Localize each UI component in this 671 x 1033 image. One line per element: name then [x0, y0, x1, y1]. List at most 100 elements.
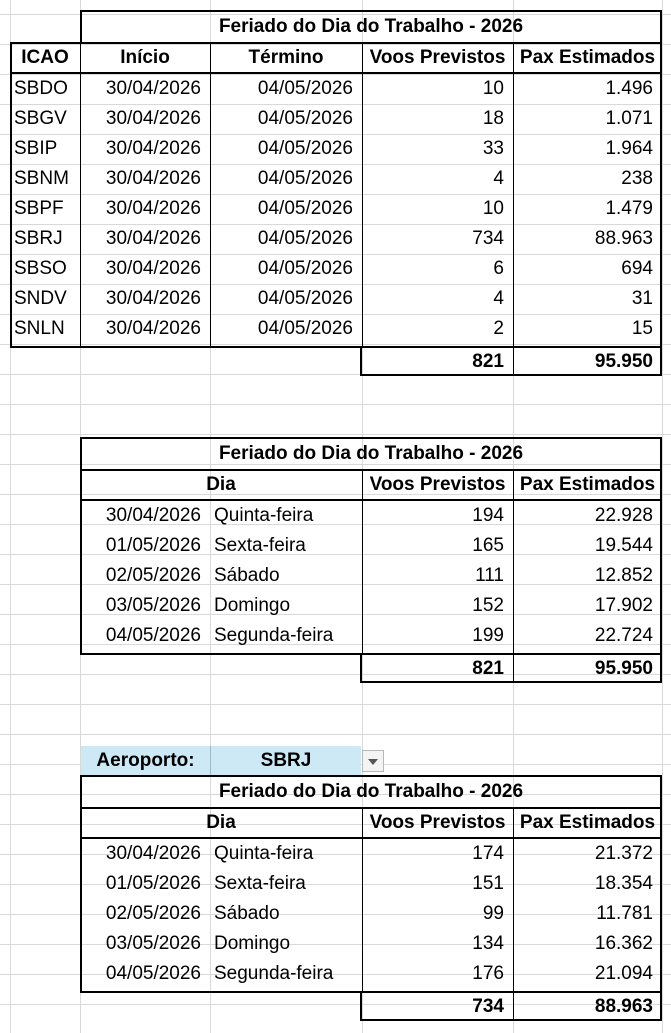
- cell-voos[interactable]: 10: [482, 78, 504, 99]
- cell-icao[interactable]: SNDV: [14, 288, 67, 309]
- cell-inicio[interactable]: 30/04/2026: [105, 228, 201, 249]
- cell-weekday[interactable]: Segunda-feira: [214, 625, 334, 646]
- cell-pax[interactable]: 1.479: [605, 198, 653, 219]
- cell-pax[interactable]: 1.071: [605, 108, 653, 129]
- cell-weekday[interactable]: Segunda-feira: [214, 963, 334, 984]
- cell-pax[interactable]: 22.928: [594, 505, 653, 526]
- cell-pax[interactable]: 88.963: [594, 228, 653, 249]
- cell-date[interactable]: 01/05/2026: [105, 535, 201, 556]
- cell-inicio[interactable]: 30/04/2026: [105, 108, 201, 129]
- cell-voos[interactable]: 4: [493, 168, 504, 189]
- cell-voos[interactable]: 134: [472, 933, 504, 954]
- column-header-icao[interactable]: ICAO: [21, 47, 69, 68]
- cell-weekday[interactable]: Sábado: [214, 903, 280, 924]
- column-header-termino[interactable]: Término: [248, 47, 324, 68]
- cell-inicio[interactable]: 30/04/2026: [105, 198, 201, 219]
- cell-icao[interactable]: SBNM: [14, 168, 69, 189]
- column-header-dia[interactable]: Dia: [206, 812, 236, 833]
- cell-termino[interactable]: 04/05/2026: [257, 318, 353, 339]
- cell-inicio[interactable]: 30/04/2026: [105, 78, 201, 99]
- cell-inicio[interactable]: 30/04/2026: [105, 318, 201, 339]
- cell-termino[interactable]: 04/05/2026: [257, 168, 353, 189]
- dropdown-arrow-icon[interactable]: [362, 750, 384, 772]
- cell-date[interactable]: 03/05/2026: [105, 933, 201, 954]
- airport-select[interactable]: SBRJ: [211, 746, 361, 775]
- cell-voos[interactable]: 6: [493, 258, 504, 279]
- column-header-dia[interactable]: Dia: [206, 474, 236, 495]
- cell-date[interactable]: 04/05/2026: [105, 625, 201, 646]
- cell-voos[interactable]: 199: [472, 625, 504, 646]
- column-header-voos[interactable]: Voos Previstos: [369, 812, 506, 833]
- cell-voos[interactable]: 165: [472, 535, 504, 556]
- cell-voos[interactable]: 99: [482, 903, 504, 924]
- cell-pax[interactable]: 15: [631, 318, 653, 339]
- cell-pax[interactable]: 11.781: [596, 903, 653, 924]
- cell-icao[interactable]: SNLN: [14, 318, 65, 339]
- cell-weekday[interactable]: Domingo: [214, 933, 291, 954]
- cell-pax[interactable]: 1.496: [605, 78, 653, 99]
- total-pax[interactable]: 88.963: [594, 996, 653, 1017]
- cell-date[interactable]: 02/05/2026: [105, 565, 201, 586]
- cell-pax[interactable]: 1.964: [605, 138, 653, 159]
- cell-pax[interactable]: 17.902: [594, 595, 653, 616]
- cell-icao[interactable]: SBRJ: [14, 228, 63, 249]
- cell-date[interactable]: 30/04/2026: [105, 505, 201, 526]
- cell-termino[interactable]: 04/05/2026: [257, 138, 353, 159]
- cell-voos[interactable]: 4: [493, 288, 504, 309]
- total-pax[interactable]: 95.950: [594, 351, 653, 372]
- total-voos[interactable]: 821: [472, 658, 504, 679]
- cell-voos[interactable]: 174: [472, 843, 504, 864]
- cell-pax[interactable]: 16.362: [594, 933, 653, 954]
- column-header-inicio[interactable]: Início: [120, 47, 170, 68]
- cell-weekday[interactable]: Quinta-feira: [214, 505, 314, 526]
- cell-weekday[interactable]: Quinta-feira: [214, 843, 314, 864]
- cell-pax[interactable]: 22.724: [594, 625, 653, 646]
- cell-inicio[interactable]: 30/04/2026: [105, 288, 201, 309]
- cell-date[interactable]: 02/05/2026: [105, 903, 201, 924]
- cell-pax[interactable]: 19.544: [594, 535, 653, 556]
- cell-weekday[interactable]: Sexta-feira: [214, 535, 306, 556]
- cell-icao[interactable]: SBIP: [14, 138, 58, 159]
- cell-icao[interactable]: SBGV: [14, 108, 67, 129]
- total-voos[interactable]: 821: [472, 351, 504, 372]
- cell-icao[interactable]: SBSO: [14, 258, 67, 279]
- cell-voos[interactable]: 734: [472, 228, 504, 249]
- cell-voos[interactable]: 2: [493, 318, 504, 339]
- column-header-voos[interactable]: Voos Previstos: [369, 474, 506, 495]
- cell-date[interactable]: 30/04/2026: [105, 843, 201, 864]
- cell-voos[interactable]: 10: [482, 198, 504, 219]
- cell-termino[interactable]: 04/05/2026: [257, 78, 353, 99]
- cell-termino[interactable]: 04/05/2026: [257, 198, 353, 219]
- cell-pax[interactable]: 238: [621, 168, 653, 189]
- cell-weekday[interactable]: Sexta-feira: [214, 873, 306, 894]
- cell-termino[interactable]: 04/05/2026: [257, 288, 353, 309]
- cell-voos[interactable]: 18: [482, 108, 504, 129]
- cell-voos[interactable]: 111: [475, 565, 504, 586]
- cell-pax[interactable]: 12.852: [594, 565, 653, 586]
- cell-voos[interactable]: 151: [472, 873, 504, 894]
- cell-termino[interactable]: 04/05/2026: [257, 258, 353, 279]
- cell-inicio[interactable]: 30/04/2026: [105, 138, 201, 159]
- cell-inicio[interactable]: 30/04/2026: [105, 168, 201, 189]
- column-header-pax[interactable]: Pax Estimados: [519, 474, 656, 495]
- total-pax[interactable]: 95.950: [594, 658, 653, 679]
- cell-date[interactable]: 03/05/2026: [105, 595, 201, 616]
- cell-pax[interactable]: 18.354: [594, 873, 653, 894]
- cell-weekday[interactable]: Sábado: [214, 565, 280, 586]
- cell-date[interactable]: 04/05/2026: [105, 963, 201, 984]
- cell-voos[interactable]: 33: [482, 138, 504, 159]
- cell-date[interactable]: 01/05/2026: [105, 873, 201, 894]
- cell-icao[interactable]: SBDO: [14, 78, 68, 99]
- cell-inicio[interactable]: 30/04/2026: [105, 258, 201, 279]
- cell-termino[interactable]: 04/05/2026: [257, 108, 353, 129]
- cell-voos[interactable]: 194: [472, 505, 504, 526]
- column-header-pax[interactable]: Pax Estimados: [519, 47, 656, 68]
- cell-termino[interactable]: 04/05/2026: [257, 228, 353, 249]
- cell-pax[interactable]: 31: [631, 288, 653, 309]
- cell-icao[interactable]: SBPF: [14, 198, 64, 219]
- cell-voos[interactable]: 152: [472, 595, 504, 616]
- cell-pax[interactable]: 694: [621, 258, 653, 279]
- column-header-voos[interactable]: Voos Previstos: [369, 47, 506, 68]
- cell-pax[interactable]: 21.094: [594, 963, 653, 984]
- total-voos[interactable]: 734: [472, 996, 504, 1017]
